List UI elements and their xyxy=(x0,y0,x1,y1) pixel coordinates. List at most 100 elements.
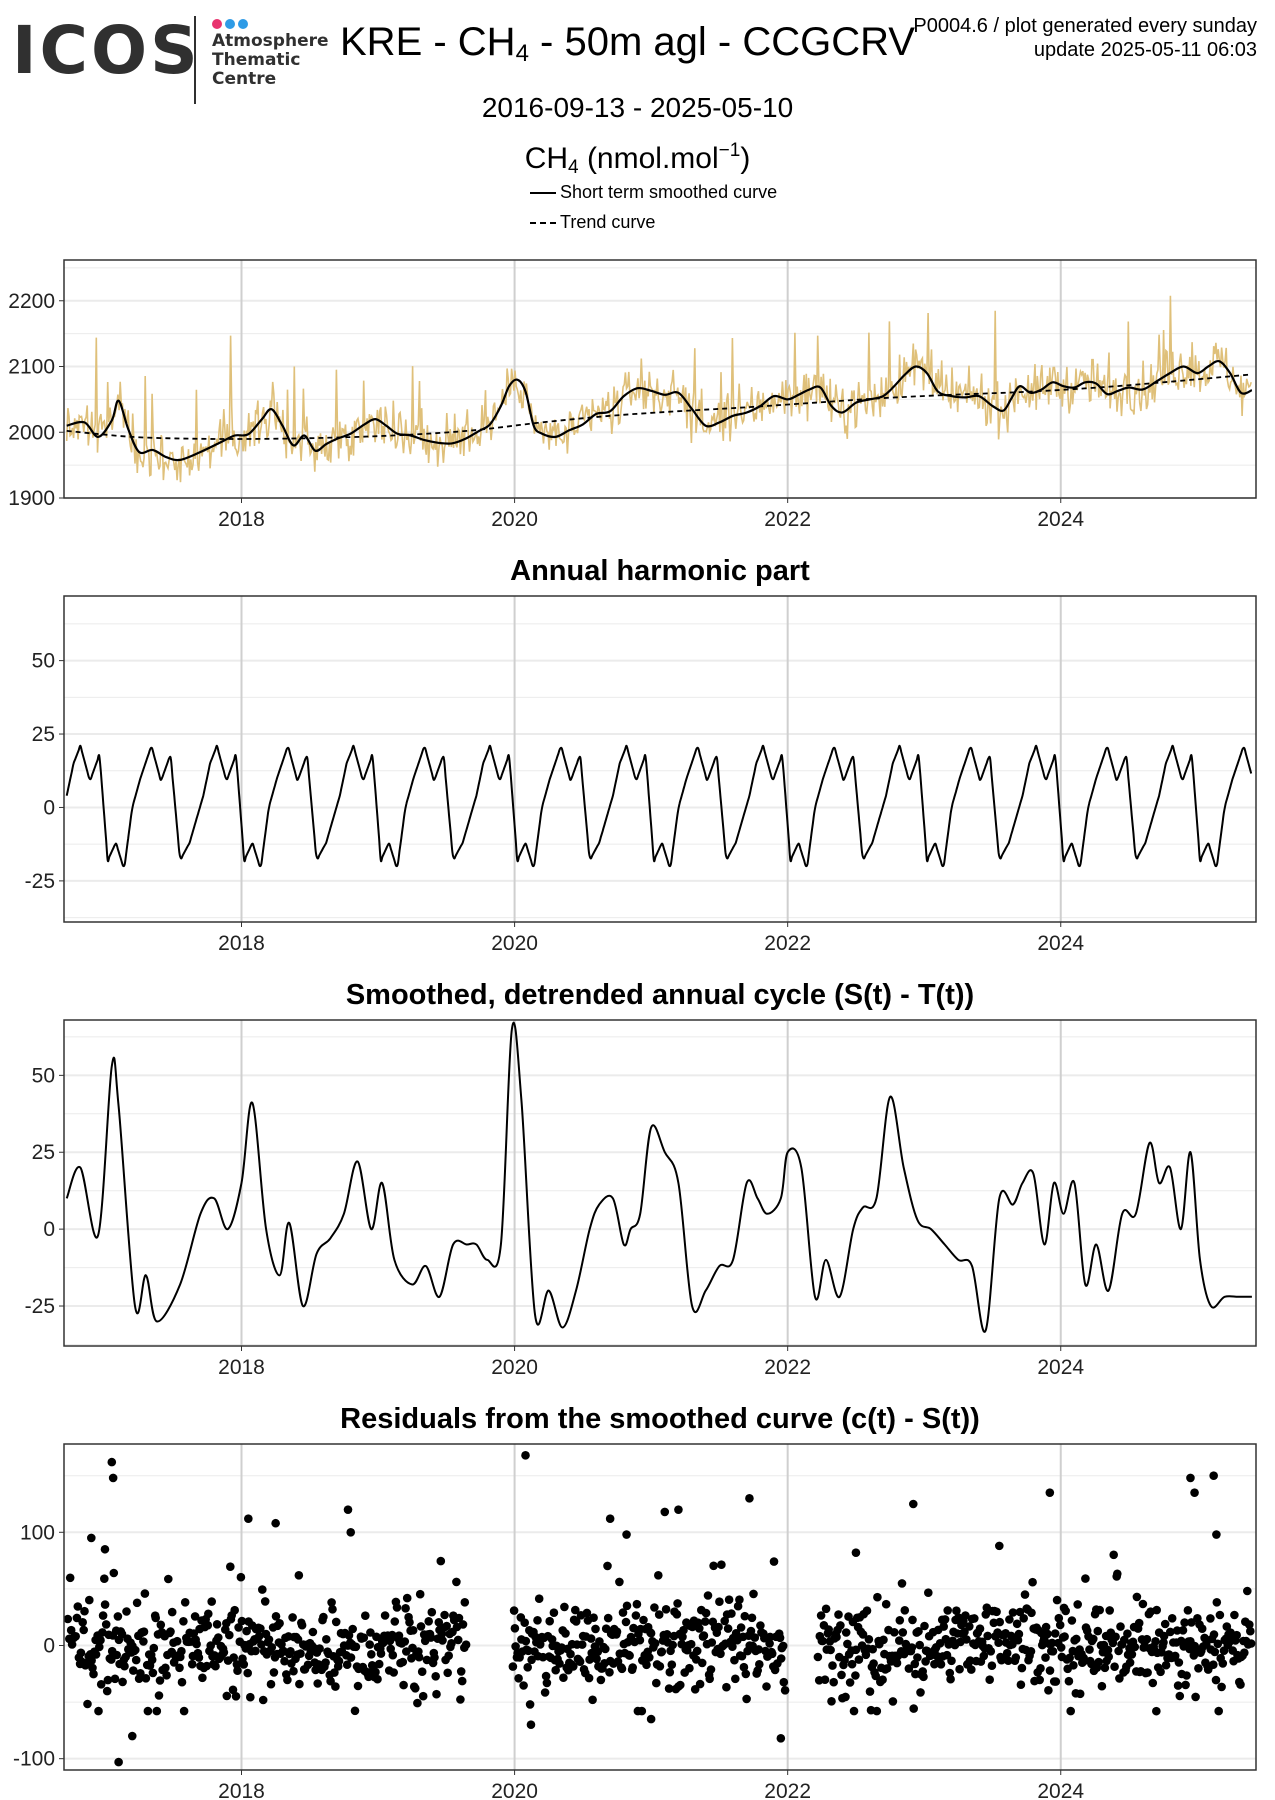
residual-point xyxy=(1130,1642,1140,1652)
residual-point xyxy=(1210,1647,1220,1657)
residual-point xyxy=(331,1682,340,1691)
residual-point xyxy=(733,1601,743,1611)
residual-point xyxy=(873,1592,882,1602)
residual-point xyxy=(372,1632,381,1642)
residual-point xyxy=(1093,1626,1103,1636)
residual-point xyxy=(353,1681,363,1691)
residual-point xyxy=(665,1667,675,1677)
residual-point xyxy=(582,1608,592,1618)
residual-point xyxy=(430,1653,439,1662)
residual-point xyxy=(545,1616,554,1626)
residual-point xyxy=(1160,1619,1170,1629)
residual-point xyxy=(452,1577,461,1587)
residual-point xyxy=(762,1682,771,1691)
residual-point xyxy=(635,1635,645,1645)
residual-point xyxy=(646,1629,656,1638)
residual-point xyxy=(342,1660,352,1669)
residual-point xyxy=(765,1639,774,1648)
residual-point xyxy=(380,1611,390,1620)
residual-point xyxy=(612,1627,622,1636)
residual-point xyxy=(756,1621,765,1630)
residual-point xyxy=(946,1674,955,1684)
residual-point xyxy=(1214,1706,1223,1716)
residual-point xyxy=(103,1675,113,1685)
residual-point xyxy=(664,1684,674,1693)
residual-point xyxy=(916,1688,925,1697)
residual-point xyxy=(376,1649,386,1658)
residual-point xyxy=(652,1678,661,1688)
residual-point xyxy=(936,1660,946,1669)
residual-point xyxy=(692,1646,702,1656)
residual-outlier-point xyxy=(521,1451,530,1460)
residual-point xyxy=(672,1610,682,1619)
residual-point xyxy=(780,1686,790,1695)
residual-point xyxy=(566,1649,575,1659)
residual-point xyxy=(872,1706,882,1716)
x-tick-label: 2024 xyxy=(1037,1356,1084,1379)
residual-point xyxy=(705,1674,714,1684)
unit-post: ) xyxy=(740,142,751,175)
residual-point xyxy=(1066,1706,1075,1716)
residual-point xyxy=(457,1676,467,1686)
residual-point xyxy=(1043,1629,1052,1639)
residual-point xyxy=(701,1608,711,1618)
residual-point xyxy=(447,1639,456,1648)
residual-point xyxy=(315,1644,324,1653)
residual-point xyxy=(755,1660,764,1669)
residual-point xyxy=(965,1622,974,1631)
residual-point xyxy=(952,1606,961,1615)
residual-point xyxy=(723,1624,733,1633)
x-tick-label: 2022 xyxy=(764,1356,811,1379)
residual-point xyxy=(212,1620,222,1629)
residual-point xyxy=(83,1699,92,1709)
residual-point xyxy=(1048,1647,1058,1656)
y-tick-label: -25 xyxy=(25,870,55,893)
residual-point xyxy=(401,1604,410,1613)
residual-point xyxy=(334,1656,344,1666)
residual-point xyxy=(1134,1618,1144,1628)
residual-point xyxy=(1182,1671,1191,1680)
residual-point xyxy=(139,1637,148,1646)
residual-point xyxy=(820,1675,830,1684)
residual-point xyxy=(442,1621,452,1631)
residual-point xyxy=(444,1651,454,1660)
x-tick-label: 2024 xyxy=(1037,932,1084,955)
residual-point xyxy=(679,1625,688,1635)
residual-outlier-point xyxy=(108,1473,118,1483)
residual-point xyxy=(392,1603,402,1612)
residual-point xyxy=(1105,1606,1114,1615)
residual-point xyxy=(415,1589,425,1599)
residual-point xyxy=(992,1607,1001,1617)
residual-point xyxy=(940,1615,950,1624)
residual-point xyxy=(438,1636,447,1645)
residual-point xyxy=(1067,1616,1077,1625)
residual-point xyxy=(232,1660,242,1669)
residual-point xyxy=(1028,1577,1037,1587)
residual-point xyxy=(1212,1598,1222,1607)
residual-point xyxy=(230,1605,239,1615)
residual-point xyxy=(225,1630,234,1640)
x-tick-label: 2022 xyxy=(764,508,811,531)
residual-point xyxy=(879,1635,888,1645)
residual-point xyxy=(1148,1678,1158,1688)
residual-point xyxy=(390,1617,400,1626)
residual-point xyxy=(258,1695,268,1705)
residual-point xyxy=(192,1639,201,1649)
residual-point xyxy=(628,1663,637,1672)
residual-point xyxy=(525,1700,535,1709)
residual-point xyxy=(715,1597,724,1606)
residual-point xyxy=(288,1613,297,1622)
residual-point xyxy=(1035,1675,1044,1685)
chart-panel-2: Annual harmonic part -25 0 25 50 2018 2020 2022… xyxy=(25,555,1257,955)
residual-point xyxy=(1056,1643,1066,1652)
residual-point xyxy=(776,1654,786,1663)
residual-point xyxy=(1230,1610,1239,1620)
residual-point xyxy=(234,1623,243,1632)
residual-point xyxy=(667,1660,677,1669)
residual-point xyxy=(152,1706,162,1716)
residual-point xyxy=(237,1616,247,1626)
residual-point xyxy=(180,1598,190,1607)
residual-point xyxy=(1206,1614,1215,1623)
residual-point xyxy=(374,1659,384,1669)
